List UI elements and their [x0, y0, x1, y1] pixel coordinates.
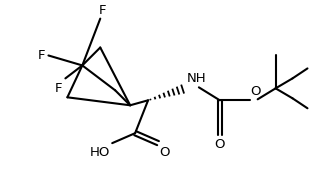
Text: F: F — [38, 49, 45, 62]
Text: HO: HO — [90, 146, 110, 159]
Text: F: F — [98, 4, 106, 17]
Text: O: O — [251, 85, 261, 98]
Text: O: O — [215, 138, 225, 151]
Text: NH: NH — [187, 72, 207, 85]
Text: O: O — [159, 146, 170, 159]
Text: F: F — [55, 82, 62, 95]
